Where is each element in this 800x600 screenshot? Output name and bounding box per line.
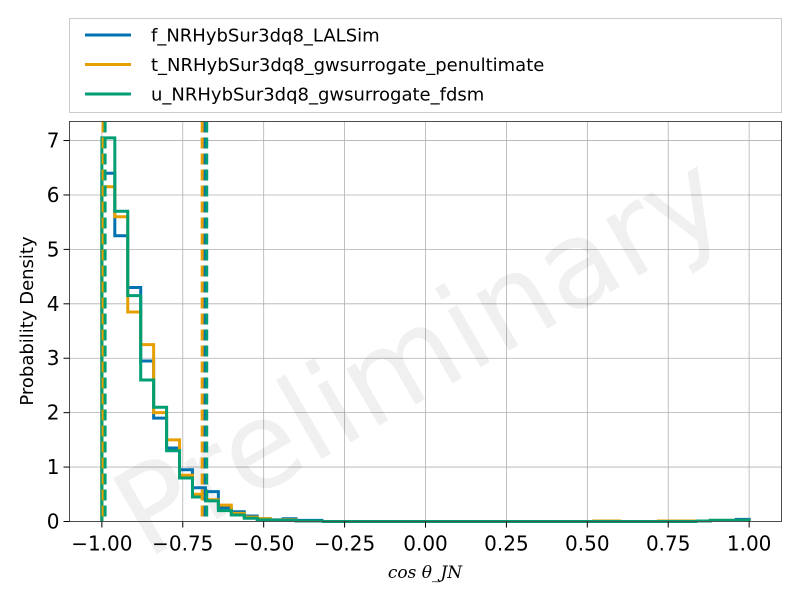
x-axis-label: cos θ_JN	[388, 563, 463, 583]
plot-area: Preliminary	[69, 121, 782, 585]
x-tick-label-4: 0.00	[403, 532, 448, 556]
x-tick-label-5: 0.25	[484, 532, 529, 556]
legend-entry-0: f_NRHybSur3dq8_LALSim	[85, 26, 380, 47]
legend-label: f_NRHybSur3dq8_LALSim	[151, 26, 380, 47]
legend-entry-2: u_NRHybSur3dq8_gwsurrogate_fdsm	[85, 85, 484, 106]
histogram-tail	[695, 518, 751, 523]
y-tick-label-3: 3	[47, 346, 60, 370]
legend: f_NRHybSur3dq8_LALSim t_NRHybSur3dq8_gwsu…	[69, 18, 782, 113]
median-lines	[101, 121, 209, 522]
y-tick-label-1: 1	[47, 455, 60, 479]
x-tick-label-7: 0.75	[646, 532, 691, 556]
x-tick-label-2: −0.50	[233, 532, 294, 556]
y-tick-label-7: 7	[47, 129, 60, 153]
x-tick-label-0: −1.00	[71, 532, 132, 556]
y-tick-label-4: 4	[47, 292, 60, 316]
x-axis: −1.00 −0.75 −0.50 −0.25 0.00 0.25 0.50 0.75 1.00	[71, 521, 772, 556]
y-tick-label-2: 2	[47, 401, 60, 425]
y-axis-label: Probability Density	[17, 236, 38, 406]
y-axis: 0 1 2 3 4 5 6 7	[47, 129, 70, 534]
legend-label: u_NRHybSur3dq8_gwsurrogate_fdsm	[151, 85, 484, 106]
x-tick-label-1: −0.75	[152, 532, 213, 556]
y-tick-label-0: 0	[47, 510, 60, 534]
x-tick-label-8: 1.00	[727, 532, 772, 556]
x-tick-label-6: 0.50	[565, 532, 610, 556]
y-tick-label-5: 5	[47, 237, 60, 261]
legend-frame	[69, 18, 782, 113]
x-tick-label-3: −0.25	[314, 532, 375, 556]
y-tick-label-6: 6	[47, 183, 60, 207]
legend-entry-1: t_NRHybSur3dq8_gwsurrogate_penultimate	[85, 55, 544, 76]
legend-label: t_NRHybSur3dq8_gwsurrogate_penultimate	[151, 55, 544, 76]
